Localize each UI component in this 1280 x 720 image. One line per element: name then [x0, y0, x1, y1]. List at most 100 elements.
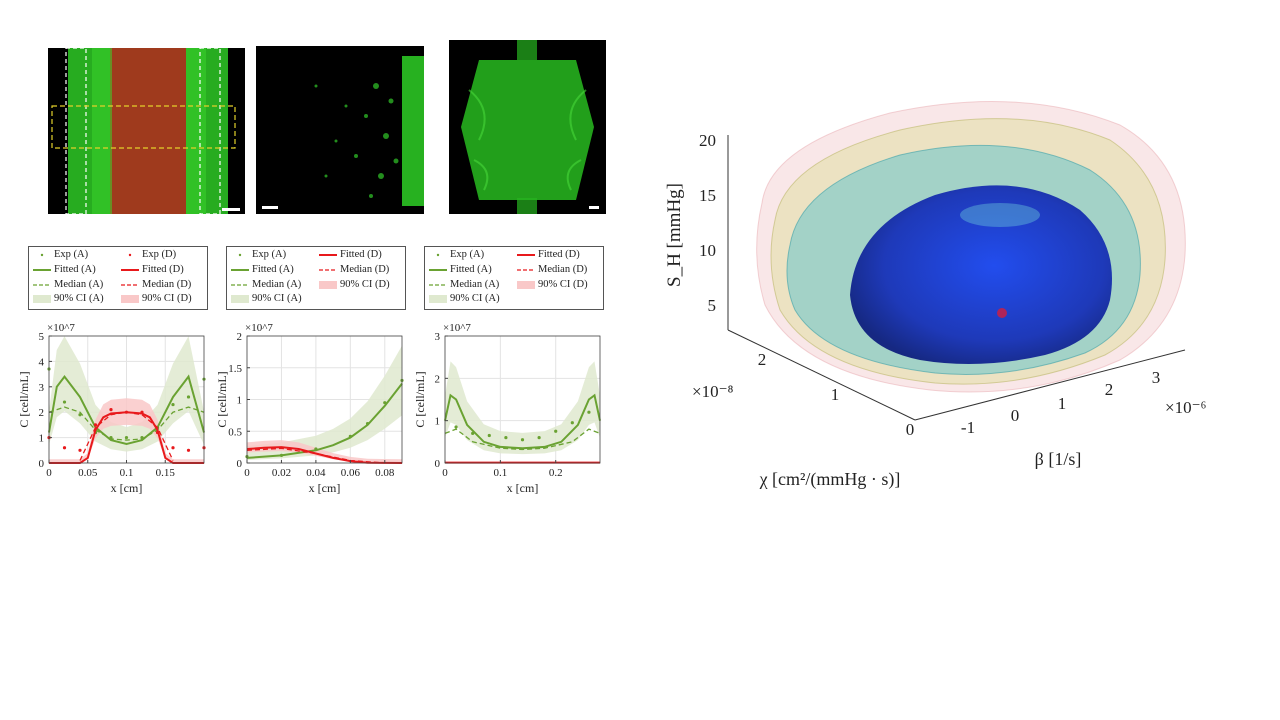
point-exp-a [520, 438, 525, 442]
legend-label: Fitted (D) [538, 249, 580, 260]
point-exp-a [383, 401, 387, 405]
isosurface-3d-plot: 5 10 15 20 0 1 2 -1 0 1 2 3 S_H [mmHg] ×10⁻⁶ ×10⁻⁸ β [1… [664, 101, 1207, 490]
legend-label: Fitted (D) [340, 249, 382, 260]
y-tick-label: 3 [435, 331, 441, 343]
point-exp-a [62, 400, 67, 404]
x-tick-label: 0.2 [549, 467, 563, 479]
y-tick-label: 0.5 [228, 426, 242, 438]
x-axis-label: x [cm] [507, 481, 539, 495]
legend-label: Exp (A) [252, 249, 287, 260]
y-tick-label: 2 [435, 373, 441, 385]
x-tick-label: 0.15 [156, 467, 176, 479]
legend-label: Exp (A) [54, 249, 89, 260]
y-tick-label: 1.5 [228, 363, 242, 375]
legend-panel-2: Exp (A) Fitted (D) Fitted (A) Median (D)… [226, 246, 406, 310]
x-axis-label: x [cm] [309, 481, 341, 495]
y-tick-label: 4 [39, 356, 45, 368]
band-icon [231, 294, 249, 303]
legend-label: 90% CI (D) [142, 293, 192, 304]
line-icon [319, 251, 337, 259]
point-exp-a [314, 447, 318, 451]
legend-label: Median (D) [340, 264, 390, 275]
band-icon [319, 280, 337, 289]
legend-label: Median (D) [538, 264, 588, 275]
y-tick-label: 5 [39, 331, 45, 343]
concentration-plot-3: 0 0.1 0.2 0 1 2 3×10^7 x [cm] C [cell/mL] [413, 322, 601, 495]
legend-label: Exp (D) [142, 249, 177, 260]
y-tick-label: 2 [237, 331, 243, 343]
legend-label: Median (A) [54, 279, 104, 290]
legend-label: Median (A) [252, 279, 302, 290]
point-exp-a [554, 429, 558, 433]
x-tick-label: 0.02 [272, 467, 291, 479]
point-exp-a [454, 425, 458, 429]
line-icon [429, 266, 447, 274]
legend-exp-a: Exp (A) [429, 249, 484, 260]
micro-image-a-art [48, 48, 245, 214]
legend-label: 90% CI (A) [54, 293, 104, 304]
point-exp-a [487, 433, 491, 438]
point-exp-a [186, 395, 191, 399]
line-icon [121, 266, 139, 274]
point-exp-a [471, 431, 475, 435]
point-exp-d [186, 448, 191, 452]
x-tick-label: 0.08 [375, 467, 395, 479]
y-tick-label: 0 [237, 458, 243, 470]
ci-band-a [445, 361, 600, 455]
z-tick-label: 20 [699, 131, 716, 150]
micro-image-b [256, 46, 424, 214]
point-exp-a [140, 436, 144, 440]
x-tick-label: -1 [961, 418, 975, 437]
legend-fitted-a: Fitted (A) [33, 264, 96, 275]
series-fitted-a [48, 374, 205, 446]
legend-label: Median (A) [450, 279, 500, 290]
y-exponent-label: ×10⁻⁸ [692, 382, 734, 401]
x-tick-label: 1 [1058, 394, 1067, 413]
z-axis-label: S_H [mmHg] [664, 183, 685, 287]
band-icon [517, 280, 535, 289]
legend-exp-d: Exp (D) [121, 249, 176, 260]
x-tick-label: 0.1 [120, 467, 134, 479]
x-tick-label: 2 [1105, 380, 1114, 399]
point-exp-d [62, 446, 67, 450]
exponent-label: ×10^7 [245, 322, 273, 334]
line-icon [231, 266, 249, 274]
band-icon [429, 294, 447, 303]
point-exp-d [109, 408, 113, 412]
point-exp-a [537, 436, 541, 440]
ci-band-a [247, 345, 402, 460]
x-axis-label: β [1/s] [1035, 449, 1082, 469]
point-exp-d [124, 410, 129, 414]
x-tick-label: 0.04 [306, 467, 326, 479]
point-exp-a [365, 422, 370, 426]
exponent-label: ×10^7 [47, 322, 75, 334]
dashed-line-icon [429, 281, 447, 289]
series-median-d [246, 447, 385, 464]
y-axis-label: C [cell/mL] [413, 371, 427, 427]
line-icon [517, 251, 535, 259]
x-tick-label: 0.06 [341, 467, 361, 479]
y-tick-label: 1 [237, 395, 243, 407]
point-exp-d [140, 410, 144, 414]
legend-fitted-d: Fitted (D) [517, 249, 580, 260]
point-exp-a [171, 402, 175, 407]
x-tick-label: 0 [442, 467, 448, 479]
point-exp-a [348, 434, 352, 438]
legend-fitted-d: Fitted (D) [121, 264, 184, 275]
legend-label: 90% CI (D) [538, 279, 588, 290]
legend-fitted-a: Fitted (A) [231, 264, 294, 275]
y-axis-label: χ [cm²/(mmHg · s)] [759, 469, 901, 490]
legend-label: Fitted (D) [142, 264, 184, 275]
legend-median-a: Median (A) [429, 279, 499, 290]
x-tick-label: 0 [1011, 406, 1020, 425]
x-tick-label: 0 [46, 467, 52, 479]
point-exp-d [171, 446, 175, 450]
x-tick-label: 0 [244, 467, 250, 479]
z-tick-label: 15 [699, 186, 716, 205]
series-fitted-a [246, 382, 403, 459]
highlight-shape [960, 203, 1040, 227]
series-median-a [48, 406, 205, 441]
legend-median-d: Median (D) [319, 264, 389, 275]
point-exp-a [279, 453, 284, 457]
ci-band-d [247, 440, 402, 463]
